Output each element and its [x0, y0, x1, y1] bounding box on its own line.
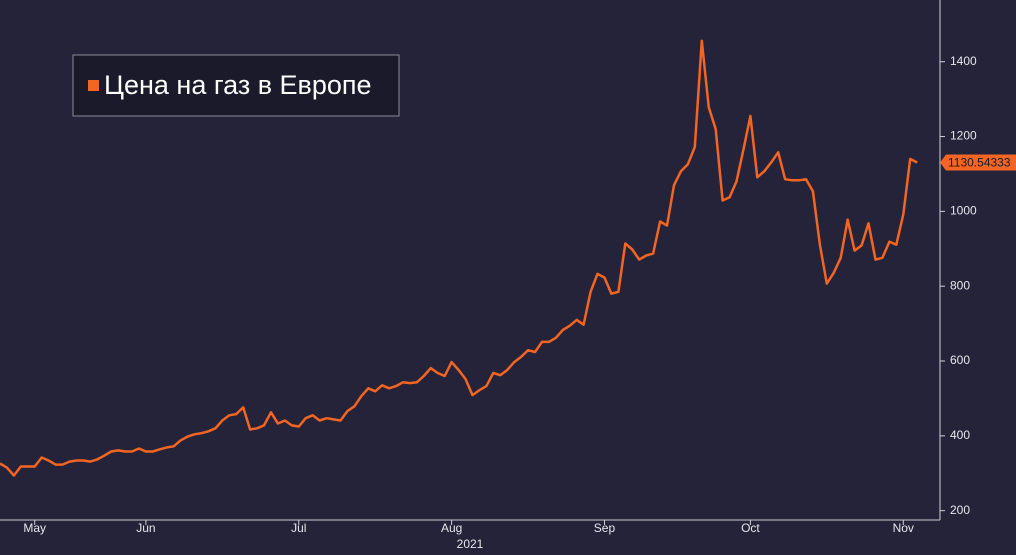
legend: Цена на газ в Европе: [72, 54, 400, 117]
legend-box: [72, 54, 400, 117]
y-tick-label: 1000: [950, 204, 977, 218]
x-tick-label: Jun: [136, 521, 155, 535]
line: [0, 39, 918, 477]
legend-label: Цена на газ в Европе: [104, 70, 372, 100]
legend-swatch: [88, 80, 99, 91]
last-value-label: 1130.54333: [948, 156, 1011, 170]
x-tick-label: Jul: [291, 521, 306, 535]
y-tick-label: 400: [950, 428, 970, 442]
x-tick-label: Nov: [893, 521, 914, 535]
x-tick-label: Aug: [441, 521, 462, 535]
y-tick-label: 1200: [950, 129, 977, 143]
y-tick-label: 600: [950, 353, 970, 367]
y-tick-label: 200: [950, 503, 970, 517]
x-axis-year: 2021: [457, 537, 484, 551]
y-tick-label: 800: [950, 278, 970, 292]
x-tick-label: Oct: [741, 521, 760, 535]
x-tick-label: May: [23, 521, 46, 535]
last-value-tag: [940, 154, 1016, 171]
y-tick-label: 1400: [950, 54, 977, 68]
x-tick-label: Sep: [594, 521, 616, 535]
